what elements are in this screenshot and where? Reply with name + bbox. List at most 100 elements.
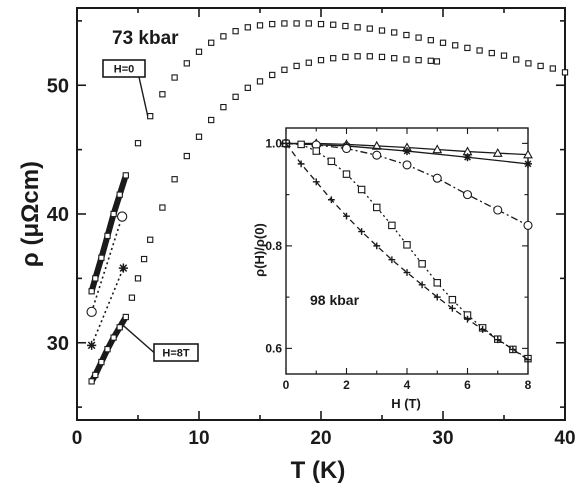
main-data-point <box>378 53 386 61</box>
inset-data-point <box>433 279 441 287</box>
inset-y-tick-label: 0.8 <box>265 239 282 253</box>
main-series-H=0 <box>88 20 569 295</box>
main-data-point <box>415 34 422 41</box>
inset-data-point <box>312 178 320 186</box>
main-data-point <box>220 33 227 40</box>
main-data-point <box>88 288 95 295</box>
main-data-point <box>134 275 142 282</box>
main-x-tick-label: 10 <box>188 428 209 449</box>
inset-data-point <box>402 160 412 170</box>
main-data-point <box>256 78 264 85</box>
main-data-point <box>305 59 312 66</box>
main-x-tick-label: 20 <box>310 428 331 449</box>
main-data-point <box>195 133 203 140</box>
main-data-point <box>208 39 215 46</box>
inset-data-series <box>281 138 533 364</box>
inset-series-line <box>285 142 529 361</box>
main-data-point <box>183 60 190 67</box>
inset-data-point <box>341 143 352 154</box>
main-data-point <box>159 91 166 98</box>
inset-data-point <box>388 221 396 230</box>
main-x-tick-label: 40 <box>554 428 575 449</box>
inset-y-axis-label: ρ(H)/ρ(0) <box>252 223 267 277</box>
main-data-point <box>537 62 544 70</box>
main-data-point <box>87 340 97 350</box>
main-data-point <box>464 44 471 52</box>
inset-data-point <box>418 260 426 268</box>
inset-data-point <box>448 305 456 312</box>
main-data-point <box>171 176 178 183</box>
inset-data-point <box>524 356 532 364</box>
main-data-point <box>208 116 215 124</box>
main-chart-title: 73 kbar <box>112 28 179 49</box>
main-data-point <box>147 236 154 243</box>
main-data-point <box>269 20 276 28</box>
main-data-point <box>281 20 288 27</box>
inset-chart-title: 98 kbar <box>310 292 360 308</box>
main-data-point <box>110 210 117 218</box>
inset-data-point <box>403 147 411 156</box>
main-y-axis-label: ρ (μΩcm) <box>17 161 44 267</box>
main-data-point <box>171 74 178 81</box>
main-data-point <box>452 42 459 49</box>
inset-data-point <box>327 157 336 166</box>
main-data-point <box>354 24 361 31</box>
main-data-point <box>232 28 239 35</box>
main-data-point <box>116 211 128 222</box>
main-data-point <box>116 191 123 198</box>
main-data-point <box>403 31 410 39</box>
main-data-point <box>427 37 434 44</box>
main-series-extrapolated-circle <box>86 211 128 317</box>
inset-data-point <box>343 212 350 220</box>
main-annotation-h0: H=0 <box>102 59 149 117</box>
inset-data-point <box>327 196 335 204</box>
inset-data-point <box>403 269 411 276</box>
inset-data-point <box>357 185 366 194</box>
inset-axis-ticks: 0 2 4 6 8 0.6 0.8 1.0 <box>265 128 532 392</box>
main-y-tick-label: 30 <box>47 333 69 355</box>
main-data-point <box>403 56 410 63</box>
main-data-point <box>342 53 349 61</box>
inset-data-point <box>492 147 503 157</box>
inset-series-square <box>282 139 532 363</box>
main-data-point <box>220 103 227 111</box>
main-data-point <box>183 152 190 160</box>
inset-chart: 0 2 4 6 8 0.6 0.8 1.0 98 kbar H (T) ρ(H)/ρ(0) <box>252 127 533 411</box>
main-data-point <box>86 306 97 317</box>
main-data-point <box>317 56 325 64</box>
inset-data-point <box>479 326 487 333</box>
inset-series-plus <box>282 139 532 364</box>
main-data-point <box>134 140 142 147</box>
main-data-point <box>391 55 398 62</box>
inset-data-point <box>342 170 351 178</box>
annotation-label: H=0 <box>114 64 135 76</box>
inset-data-point <box>403 241 411 249</box>
inset-data-point <box>464 315 471 323</box>
inset-x-axis-label: H (T) <box>391 396 421 411</box>
main-data-point <box>305 20 312 27</box>
main-data-point <box>88 378 95 385</box>
main-data-point <box>98 254 105 261</box>
inset-data-point <box>312 147 320 155</box>
inset-data-point <box>297 140 305 149</box>
annotation-arrow <box>138 76 149 117</box>
main-data-point <box>561 69 569 76</box>
inset-data-point <box>388 256 396 264</box>
main-data-point <box>244 24 251 31</box>
annotation-box <box>102 59 146 78</box>
inset-data-point <box>432 173 442 183</box>
main-data-point <box>415 56 422 64</box>
inset-series-line <box>285 142 529 360</box>
main-data-point <box>378 27 386 34</box>
inset-data-point <box>494 336 502 344</box>
inset-y-tick-label: 0.6 <box>265 341 282 355</box>
main-data-point <box>269 71 276 79</box>
inset-data-point <box>432 144 443 154</box>
main-series-extrapolated-asterisk <box>87 263 128 350</box>
main-data-point <box>244 84 251 91</box>
main-data-point <box>500 52 508 59</box>
main-data-point <box>104 346 111 353</box>
inset-x-tick-label: 0 <box>283 378 290 392</box>
